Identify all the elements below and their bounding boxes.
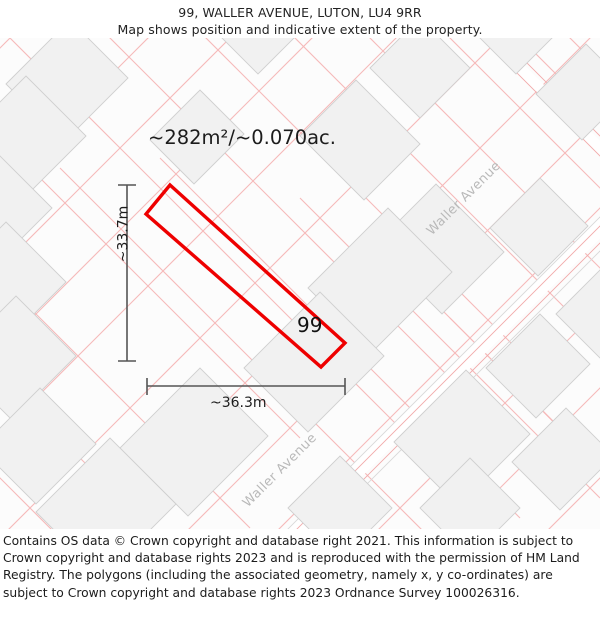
map-header: 99, WALLER AVENUE, LUTON, LU4 9RR Map sh…	[0, 0, 600, 38]
page-subtitle: Map shows position and indicative extent…	[117, 22, 483, 37]
page-title: 99, WALLER AVENUE, LUTON, LU4 9RR	[178, 5, 422, 20]
area-measurement-label: ~282m²/~0.070ac.	[148, 126, 336, 149]
building-footprints	[0, 38, 600, 529]
copyright-notice: Contains OS data © Crown copyright and d…	[0, 529, 600, 602]
plot-number-label: 99	[297, 313, 323, 337]
dimension-lines	[118, 184, 346, 395]
vertical-dimension-label: ~33.7m	[115, 205, 132, 263]
map-vector-layer	[0, 38, 600, 529]
horizontal-dimension-label: ~36.3m	[210, 395, 267, 411]
property-boundary-polygon[interactable]	[143, 182, 348, 370]
map-canvas[interactable]: ~282m²/~0.070ac. 99 ~33.7m ~36.3m Waller…	[0, 38, 600, 529]
